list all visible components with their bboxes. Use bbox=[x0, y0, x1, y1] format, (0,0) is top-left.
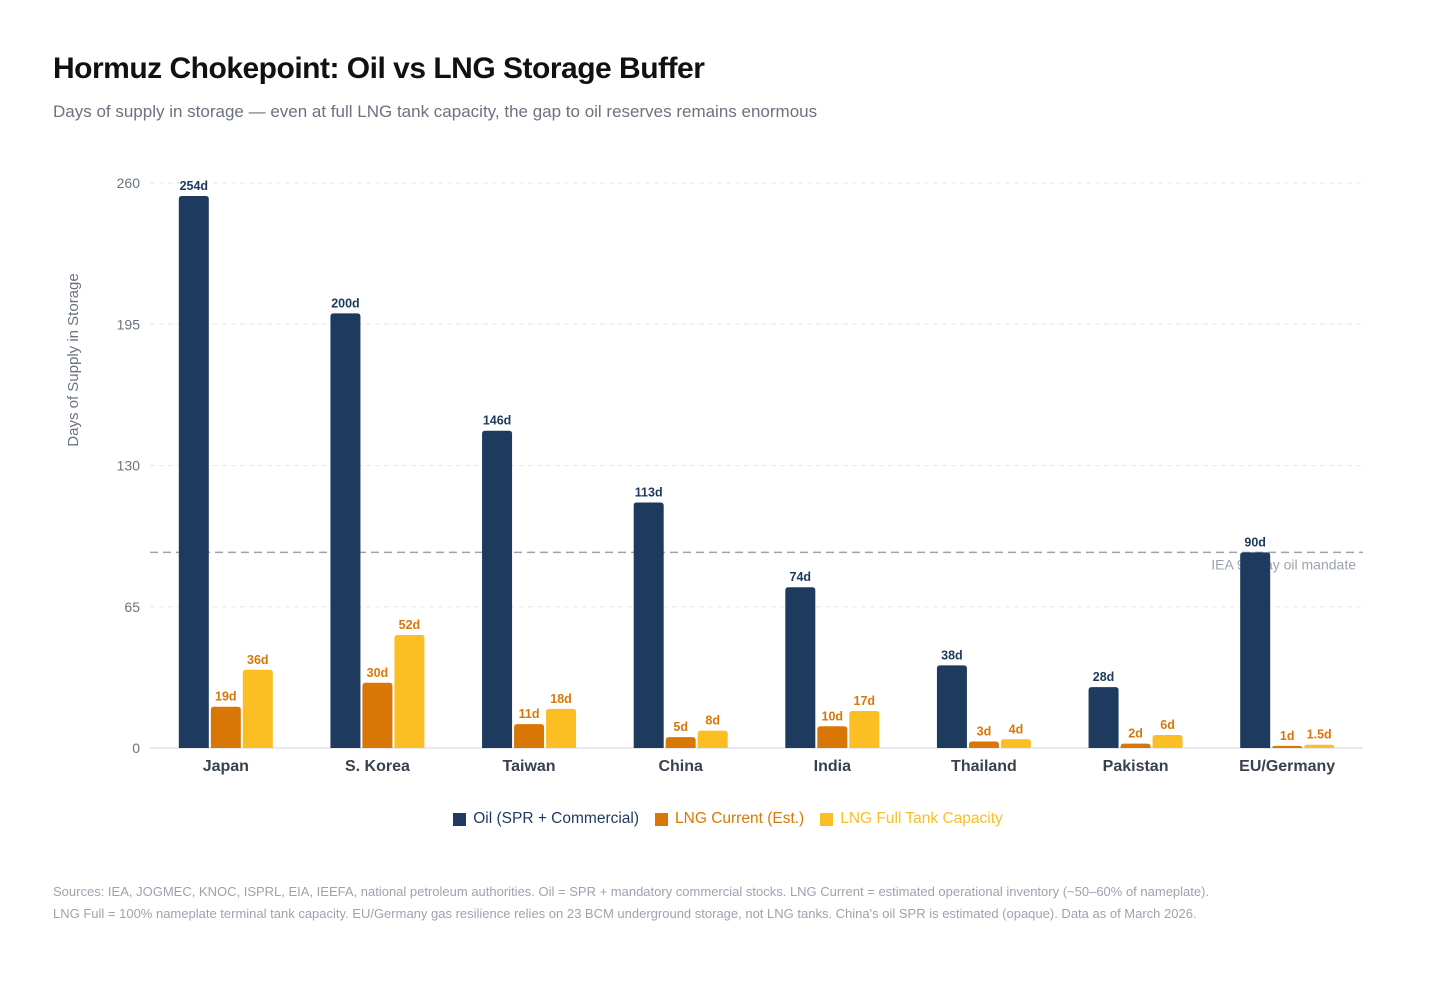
bar-1 bbox=[1120, 743, 1151, 748]
bar-value-label: 5d bbox=[673, 720, 688, 734]
bar-value-label: 8d bbox=[705, 714, 720, 728]
bar-0 bbox=[1088, 687, 1119, 748]
bar-2 bbox=[1304, 744, 1335, 748]
bar-1 bbox=[362, 682, 393, 748]
bar-value-label: 17d bbox=[854, 694, 876, 708]
bar-value-label: 19d bbox=[215, 690, 237, 704]
bar-0 bbox=[633, 502, 664, 748]
x-tick-label: Taiwan bbox=[503, 758, 556, 775]
bar-2 bbox=[697, 730, 728, 748]
bar-value-label: 52d bbox=[399, 618, 421, 632]
x-tick-label: China bbox=[658, 758, 703, 775]
legend-swatch-oil bbox=[453, 812, 467, 826]
bar-2 bbox=[849, 711, 880, 748]
footer-notes: Sources: IEA, JOGMEC, KNOC, ISPRL, EIA, … bbox=[53, 881, 1209, 924]
bar-value-label: 30d bbox=[367, 666, 389, 680]
bar-value-label: 1.5d bbox=[1307, 728, 1332, 742]
bar-2 bbox=[1152, 734, 1183, 748]
bar-2 bbox=[242, 669, 273, 748]
bar-0 bbox=[785, 587, 816, 748]
x-tick-label: Pakistan bbox=[1103, 758, 1169, 775]
y-tick-label: 260 bbox=[117, 175, 141, 191]
y-tick-label: 130 bbox=[117, 458, 141, 474]
bar-value-label: 254d bbox=[180, 179, 209, 193]
bar-chart: 0 65 130 195 260 Days of Supply in Storage IEA… bbox=[65, 175, 1363, 775]
bar-value-label: 18d bbox=[550, 692, 572, 706]
legend-swatch-lng-full bbox=[820, 812, 834, 826]
bar-1 bbox=[210, 706, 241, 748]
bar-1 bbox=[1272, 745, 1303, 748]
bar-value-label: 113d bbox=[635, 485, 663, 499]
bar-value-label: 1d bbox=[1280, 729, 1295, 743]
bar-value-label: 200d bbox=[331, 296, 360, 310]
bar-0 bbox=[178, 196, 209, 749]
bar-value-label: 4d bbox=[1009, 722, 1024, 736]
footer-line-2: LNG Full = 100% nameplate terminal tank … bbox=[53, 905, 1197, 921]
y-axis-label: Days of Supply in Storage bbox=[65, 273, 82, 446]
bar-value-label: 11d bbox=[519, 707, 540, 721]
footer-line-1: Sources: IEA, JOGMEC, KNOC, ISPRL, EIA, … bbox=[53, 884, 1210, 899]
bar-value-label: 10d bbox=[822, 709, 844, 723]
reference-line-label: IEA 90-day oil mandate bbox=[1211, 556, 1356, 572]
legend-swatch-lng-current bbox=[655, 812, 669, 826]
bar-0 bbox=[330, 313, 361, 748]
bar-0 bbox=[936, 665, 967, 748]
bar-1 bbox=[665, 737, 696, 748]
x-tick-label: India bbox=[814, 758, 851, 775]
bar-1 bbox=[817, 726, 848, 748]
legend-label-oil: Oil (SPR + Commercial) bbox=[473, 810, 640, 827]
chart-subtitle: Days of supply in storage — even at full… bbox=[53, 102, 818, 121]
legend-item-lng-full: LNG Full Tank Capacity bbox=[820, 810, 1003, 828]
legend-item-oil: Oil (SPR + Commercial) bbox=[453, 810, 639, 828]
bar-2 bbox=[546, 708, 577, 748]
legend-item-lng-current: LNG Current (Est.) bbox=[655, 810, 804, 828]
bar-value-label: 2d bbox=[1128, 727, 1143, 741]
bar-value-label: 90d bbox=[1244, 535, 1266, 549]
x-tick-label: EU/Germany bbox=[1239, 758, 1335, 775]
bar-value-label: 38d bbox=[941, 648, 963, 662]
bar-1 bbox=[514, 724, 545, 748]
bar-2 bbox=[394, 635, 425, 748]
x-tick-label: S. Korea bbox=[345, 758, 410, 775]
y-tick-label: 195 bbox=[117, 316, 141, 332]
bar-value-label: 3d bbox=[977, 724, 992, 738]
bar-value-label: 74d bbox=[790, 570, 812, 584]
bar-value-label: 36d bbox=[247, 653, 269, 667]
chart-title: Hormuz Chokepoint: Oil vs LNG Storage Bu… bbox=[53, 52, 705, 85]
legend: Oil (SPR + Commercial) LNG Current (Est.… bbox=[0, 810, 1456, 828]
bar-0 bbox=[1240, 552, 1271, 748]
bar-value-label: 6d bbox=[1160, 718, 1175, 732]
bar-0 bbox=[482, 430, 513, 748]
y-tick-label: 0 bbox=[132, 740, 140, 756]
legend-label-lng-current: LNG Current (Est.) bbox=[675, 810, 805, 827]
bar-value-label: 28d bbox=[1093, 670, 1115, 684]
x-tick-label: Japan bbox=[203, 758, 249, 775]
x-tick-label: Thailand bbox=[951, 758, 1017, 775]
bar-2 bbox=[1000, 739, 1031, 748]
legend-label-lng-full: LNG Full Tank Capacity bbox=[840, 810, 1003, 827]
bar-value-label: 146d bbox=[483, 414, 512, 428]
y-tick-label: 65 bbox=[124, 599, 140, 615]
bar-1 bbox=[968, 741, 999, 748]
